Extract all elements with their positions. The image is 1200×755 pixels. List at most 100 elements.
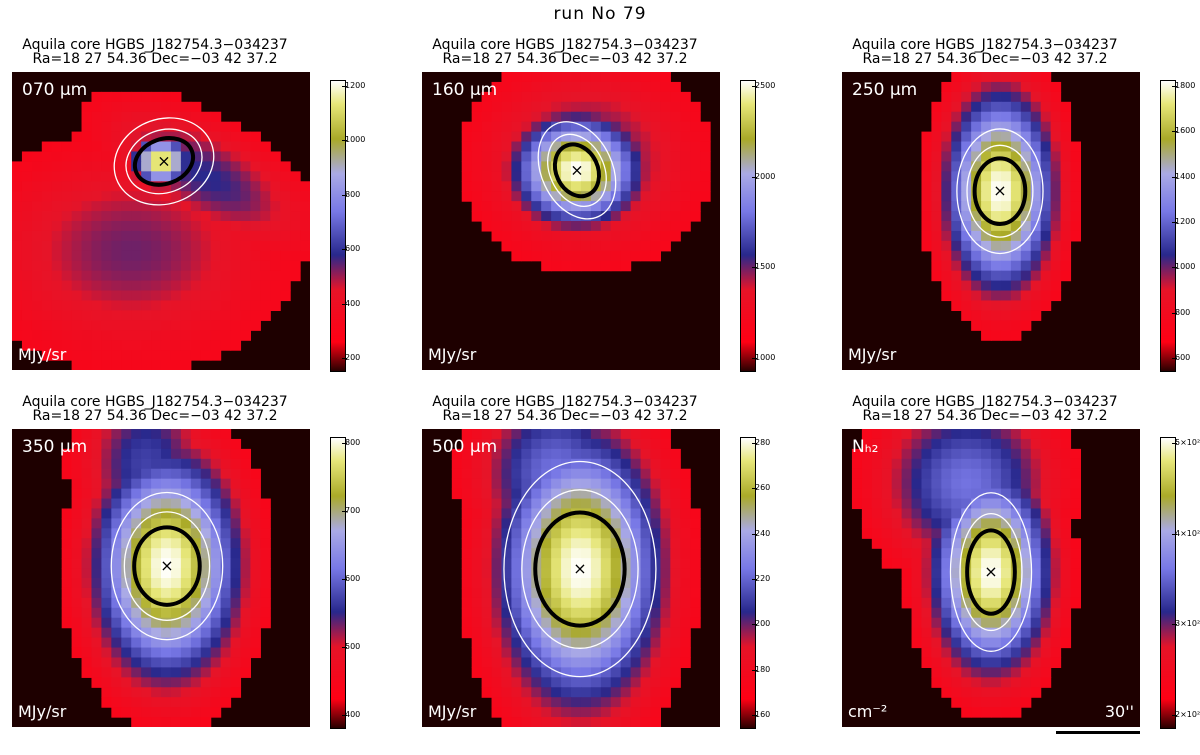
- map-pixel: [531, 438, 542, 450]
- map-pixel: [610, 707, 622, 718]
- map-pixel: [660, 72, 671, 83]
- map-pixel: [280, 191, 291, 202]
- map-pixel: [210, 211, 222, 222]
- map-pixel: [881, 548, 893, 559]
- map-pixel: [931, 111, 942, 123]
- map-pixel: [941, 578, 952, 589]
- colorbar-tick: [752, 86, 757, 87]
- map-pixel: [300, 211, 310, 222]
- map-pixel: [571, 478, 582, 490]
- map-pixel: [170, 468, 182, 480]
- map-pixel: [600, 468, 612, 480]
- map-pixel: [161, 697, 172, 708]
- map-pixel: [461, 181, 473, 192]
- map-pixel: [1000, 667, 1012, 678]
- map-pixel: [471, 597, 483, 609]
- map-pixel: [551, 558, 562, 569]
- map-pixel: [1040, 280, 1052, 292]
- map-pixel: [600, 637, 612, 649]
- map-pixel: [561, 181, 572, 192]
- map-pixel: [541, 131, 552, 143]
- map-pixel: [971, 151, 982, 162]
- map-pixel: [981, 101, 992, 113]
- map-pixel: [590, 111, 602, 123]
- map-pixel: [580, 230, 592, 242]
- map-pixel: [230, 687, 242, 698]
- map-pixel: [131, 448, 142, 460]
- map-pixel: [190, 568, 202, 579]
- map-pixel: [190, 657, 202, 668]
- map-pixel: [31, 330, 43, 341]
- map-pixel: [561, 707, 572, 718]
- colorbar-tick: [1172, 533, 1177, 535]
- map-pixel: [170, 498, 182, 510]
- map-pixel: [481, 627, 493, 639]
- map-pixel: [971, 647, 982, 659]
- map-pixel: [1010, 578, 1022, 589]
- map-pixel: [1060, 508, 1072, 519]
- map-pixel: [981, 230, 992, 242]
- map-pixel: [220, 508, 232, 519]
- map-pixel: [91, 518, 102, 529]
- map-pixel: [851, 488, 863, 500]
- map-pixel: [151, 657, 162, 668]
- map-pixel: [240, 468, 251, 480]
- map-pixel: [151, 141, 162, 153]
- colorbar-tick-label: 1400: [1175, 171, 1196, 181]
- map-pixel: [501, 717, 512, 727]
- map-pixel: [971, 627, 982, 639]
- map-pixel: [951, 131, 962, 143]
- map-pixel: [1060, 597, 1072, 609]
- map-pixel: [1030, 240, 1042, 252]
- map-pixel: [250, 250, 261, 262]
- map-pixel: [170, 171, 182, 182]
- map-pixel: [991, 438, 1002, 450]
- map-pixel: [1050, 191, 1062, 202]
- map-pixel: [521, 687, 532, 698]
- map-pixel: [941, 528, 952, 539]
- panel-title: Aquila core HGBS_J182754.3−034237: [852, 37, 1118, 53]
- map-pixel: [610, 647, 622, 659]
- map-pixel: [220, 191, 232, 202]
- map-pixel: [61, 280, 73, 292]
- map-pixel: [561, 637, 572, 649]
- map-pixel: [101, 250, 112, 262]
- map-pixel: [240, 617, 251, 629]
- map-pixel: [1010, 707, 1022, 718]
- map-pixel: [921, 578, 932, 589]
- map-pixel: [650, 240, 661, 252]
- map-pixel: [190, 707, 202, 718]
- map-pixel: [71, 221, 83, 232]
- map-pixel: [161, 617, 172, 629]
- map-pixel: [541, 161, 552, 172]
- map-pixel: [670, 91, 681, 103]
- map-pixel: [1010, 627, 1022, 639]
- map-pixel: [961, 528, 972, 539]
- colorbar-tick-label: 1500: [755, 262, 776, 272]
- map-pixel: [240, 161, 251, 172]
- map-pixel: [600, 647, 612, 659]
- map-pixel: [610, 458, 622, 470]
- map-pixel: [81, 101, 93, 113]
- map-pixel: [161, 677, 172, 688]
- map-pixel: [111, 270, 122, 282]
- map-pixel: [1060, 240, 1072, 252]
- map-pixel: [951, 627, 962, 639]
- map-pixel: [200, 260, 212, 272]
- map-pixel: [981, 280, 992, 292]
- map-pixel: [260, 558, 271, 569]
- map-pixel: [141, 468, 152, 480]
- map-pixel: [541, 171, 552, 182]
- map-pixel: [180, 458, 192, 470]
- map-pixel: [650, 111, 661, 123]
- map-pixel: [481, 677, 493, 688]
- map-pixel: [600, 161, 612, 172]
- map-pixel: [521, 717, 532, 727]
- map-pixel: [1010, 121, 1022, 133]
- map-pixel: [981, 438, 992, 450]
- map-pixel: [541, 518, 552, 529]
- map-pixel: [451, 488, 463, 500]
- map-pixel: [700, 171, 711, 182]
- map-pixel: [131, 627, 142, 639]
- map-pixel: [111, 310, 122, 321]
